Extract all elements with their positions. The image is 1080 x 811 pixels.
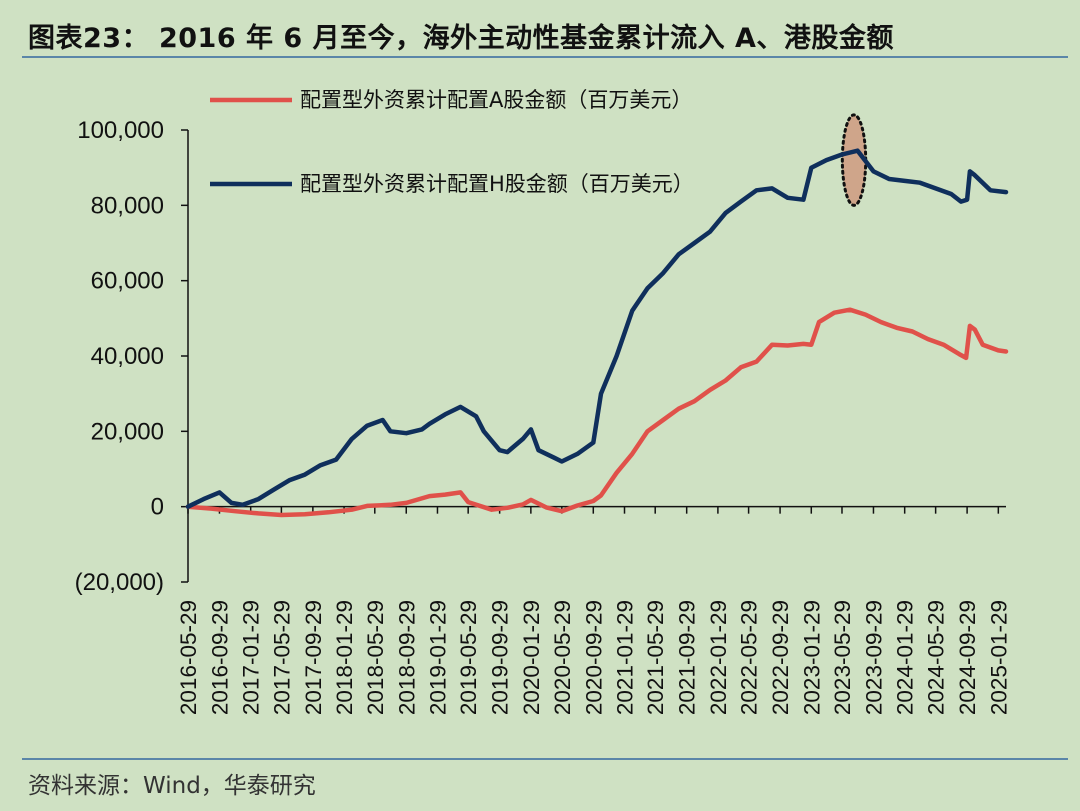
- series-line-h-shares: [185, 148, 1009, 509]
- legend-label: 配置型外资累计配置H股金额（百万美元）: [300, 172, 694, 196]
- x-tick-label: 2019-01-29: [425, 600, 450, 715]
- series-line-a-shares: [185, 307, 1009, 518]
- x-tick-label: 2016-09-29: [207, 600, 232, 715]
- legend: 配置型外资累计配置A股金额（百万美元） 配置型外资累计配置H股金额（百万美元）: [210, 88, 694, 196]
- y-tick-label: 80,000: [91, 192, 164, 219]
- y-tick-label: (20,000): [75, 569, 164, 596]
- x-tick-label: 2021-09-29: [675, 600, 700, 715]
- y-tick-label: 20,000: [91, 418, 164, 445]
- x-tick-label: 2019-05-29: [456, 600, 481, 715]
- x-tick-label: 2023-09-29: [861, 600, 886, 715]
- y-tick-label: 0: [151, 494, 164, 521]
- x-tick-label: 2025-01-29: [986, 600, 1011, 715]
- x-tick-label: 2018-05-29: [363, 600, 388, 715]
- x-tick-label: 2018-01-29: [332, 600, 357, 715]
- x-tick-label: 2024-05-29: [924, 600, 949, 715]
- x-tick-label: 2021-01-29: [613, 600, 638, 715]
- x-tick-label: 2017-09-29: [301, 600, 326, 715]
- x-tick-label: 2016-05-29: [176, 600, 201, 715]
- x-tick-label: 2020-01-29: [519, 600, 544, 715]
- x-tick-label: 2019-09-29: [488, 600, 513, 715]
- source-note: 资料来源：Wind，华泰研究: [28, 773, 316, 799]
- y-tick-label: 60,000: [91, 268, 164, 295]
- x-tick-label: 2022-05-29: [737, 600, 762, 715]
- x-tick-label: 2023-05-29: [830, 600, 855, 715]
- y-tick-label: 40,000: [91, 343, 164, 370]
- chart-axes: (20,000) 0 20,000 40,000 60,000 80,000 100,000…: [75, 117, 1012, 715]
- chart-title: 图表23： 2016 年 6 月至今，海外主动性基金累计流入 A、港股金额: [28, 23, 894, 54]
- x-tick-label: 2017-01-29: [239, 600, 264, 715]
- x-tick-label: 2021-05-29: [643, 600, 668, 715]
- x-tick-label: 2024-09-29: [955, 600, 980, 715]
- x-tick-label: 2020-05-29: [550, 600, 575, 715]
- x-tick-label: 2022-01-29: [706, 600, 731, 715]
- legend-label: 配置型外资累计配置A股金额（百万美元）: [300, 88, 692, 112]
- x-tick-label: 2024-01-29: [893, 600, 918, 715]
- x-tick-label: 2018-09-29: [394, 600, 419, 715]
- title-divider: [22, 56, 1068, 58]
- x-tick-label: 2023-01-29: [799, 600, 824, 715]
- series-layer: [185, 148, 1009, 518]
- x-tick-label: 2020-09-29: [581, 600, 606, 715]
- x-tick-label: 2022-09-29: [768, 600, 793, 715]
- y-tick-label: 100,000: [77, 117, 164, 144]
- x-tick-label: 2017-05-29: [269, 600, 294, 715]
- source-divider: [22, 758, 1068, 760]
